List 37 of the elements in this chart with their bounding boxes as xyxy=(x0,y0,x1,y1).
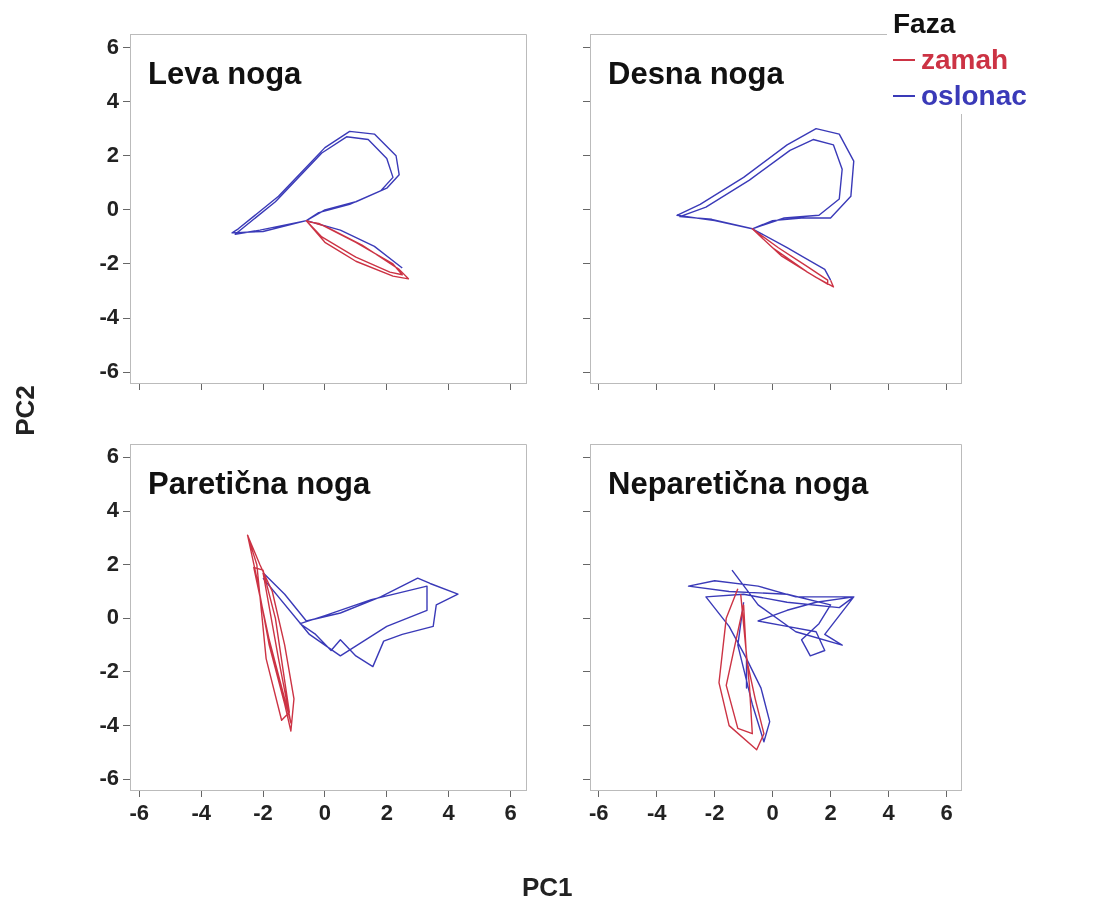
x-tick-label: -4 xyxy=(646,800,668,826)
x-tick-label: 4 xyxy=(442,800,456,826)
y-tick-label: 4 xyxy=(106,497,120,523)
legend-title: Faza xyxy=(893,7,957,41)
x-tick-label: 2 xyxy=(824,800,837,826)
y-tick-label: 0 xyxy=(106,604,119,630)
y-tick-label: -2 xyxy=(99,658,119,684)
y-tick-label: 6 xyxy=(106,443,119,469)
y-tick-label: -2 xyxy=(99,250,119,276)
text: Desna noga xyxy=(608,56,785,91)
y-tick-label: -4 xyxy=(99,711,120,737)
y-tick-label: 2 xyxy=(106,550,119,576)
x-tick-label: 0 xyxy=(766,800,779,826)
text: Paretična noga xyxy=(148,466,371,501)
x-tick-label: -6 xyxy=(129,800,150,826)
y-tick-label: -6 xyxy=(99,358,119,384)
legend-label: oslonac xyxy=(921,79,1027,113)
x-tick-label: 0 xyxy=(318,800,332,826)
legend-label: zamah xyxy=(921,43,1009,77)
text: Neparetična noga xyxy=(608,466,869,501)
y-axis-title: PC2 xyxy=(9,385,41,436)
text: Leva noga xyxy=(148,56,303,91)
y-tick-label: 0 xyxy=(106,195,119,221)
x-tick-label: 6 xyxy=(940,800,953,826)
x-axis-title: PC1 xyxy=(522,872,573,903)
x-tick-label: -6 xyxy=(588,800,609,826)
x-tick-label: -2 xyxy=(253,800,273,826)
y-tick-label: 4 xyxy=(106,87,120,113)
x-tick-label: -4 xyxy=(191,800,212,826)
x-tick-label: 4 xyxy=(882,800,896,826)
y-tick-label: -4 xyxy=(99,304,120,330)
x-tick-label: 6 xyxy=(504,800,517,826)
x-tick-label: -2 xyxy=(704,800,725,826)
y-tick-label: 2 xyxy=(106,141,119,167)
x-tick-label: 2 xyxy=(380,800,393,826)
y-tick-label: -6 xyxy=(99,765,119,791)
y-tick-label: 6 xyxy=(106,33,119,59)
